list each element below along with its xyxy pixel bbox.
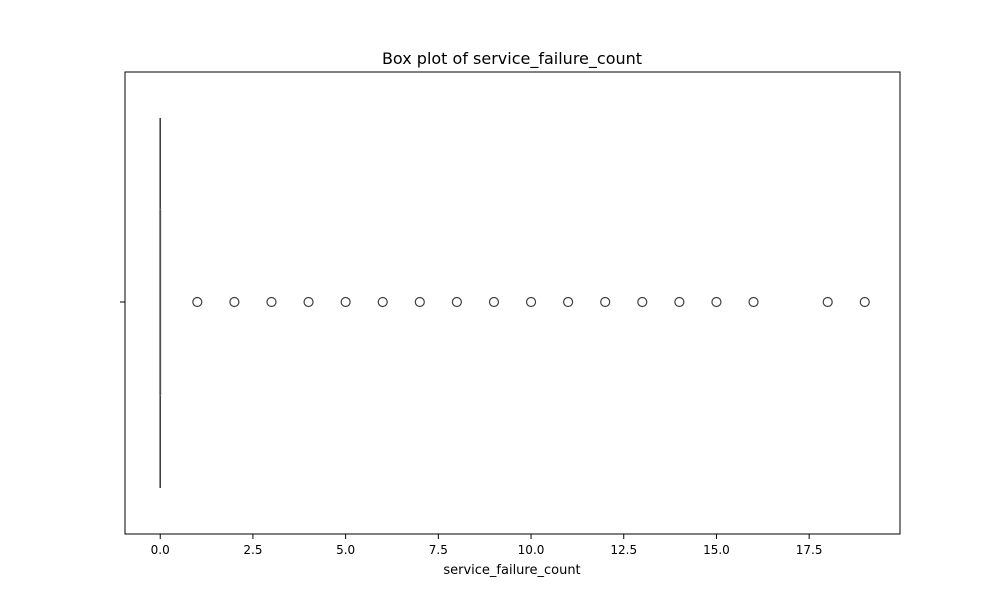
- x-axis-label: service_failure_count: [443, 563, 580, 578]
- outlier-point: [637, 296, 648, 308]
- x-tick-label: 17.5: [796, 543, 823, 557]
- outlier-point: [303, 296, 314, 308]
- outlier-point: [600, 296, 611, 308]
- outlier-point: [488, 296, 500, 308]
- x-tick-label: 15.0: [703, 543, 730, 557]
- x-tick-label: 7.5: [429, 543, 448, 557]
- outlier-point: [563, 296, 574, 308]
- outlier-point: [377, 296, 388, 308]
- outlier-point: [674, 296, 685, 308]
- chart-title: Box plot of service_failure_count: [382, 49, 642, 69]
- x-axis-ticks: 0.0 2.5 5.0 7.5 10.0 12.5 15.0 17.5: [151, 534, 823, 557]
- outlier-point: [711, 296, 722, 308]
- outlier-point: [451, 296, 462, 308]
- x-tick-label: 12.5: [610, 543, 637, 557]
- outlier-point: [266, 296, 277, 308]
- outlier-point: [340, 296, 351, 308]
- x-tick-label: 0.0: [151, 543, 170, 557]
- outlier-point: [192, 296, 203, 308]
- x-tick-label: 2.5: [243, 543, 262, 557]
- x-tick-label: 5.0: [336, 543, 355, 557]
- x-tick-label: 10.0: [518, 543, 545, 557]
- outlier-point: [859, 296, 870, 308]
- outlier-point: [748, 296, 759, 308]
- outlier-points: [192, 296, 870, 308]
- outlier-point: [414, 296, 425, 308]
- outlier-point: [229, 296, 240, 308]
- outlier-point: [822, 296, 833, 308]
- plot-area-frame: [124, 71, 901, 535]
- outlier-point: [525, 296, 537, 308]
- box-plot: [159, 118, 162, 488]
